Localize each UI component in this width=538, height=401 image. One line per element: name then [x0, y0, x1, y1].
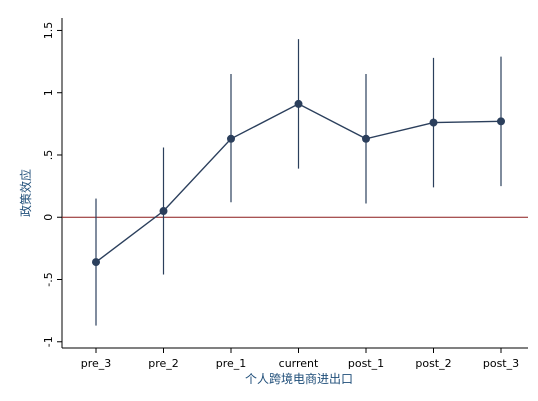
y-tick-label: 1.5: [42, 22, 55, 39]
y-tick-label: -.5: [42, 272, 55, 286]
data-point: [429, 118, 438, 127]
x-tick-label: post_2: [415, 357, 451, 370]
data-point: [362, 134, 370, 143]
y-tick-label: 0: [42, 214, 55, 221]
axes: -1 -.5 0 .5 1 1.5 pre_3 pre_2 pre_1 current post_1…: [42, 18, 528, 370]
y-axis-title: 政策效应: [18, 169, 33, 217]
y-tick-label: -1: [42, 336, 55, 347]
y-tick-label: .5: [42, 150, 55, 161]
error-bars: [95, 39, 502, 326]
y-tick-label: 1: [42, 89, 55, 96]
data-point: [159, 207, 168, 216]
data-point: [92, 258, 100, 267]
series-markers: [92, 99, 505, 267]
data-point: [497, 117, 505, 126]
x-tick-label: post_3: [483, 357, 519, 370]
data-point: [227, 134, 235, 143]
x-tick-label: current: [279, 357, 319, 370]
x-tick-label: post_1: [348, 357, 384, 370]
x-tick-label: pre_1: [216, 357, 247, 370]
x-tick-label: pre_3: [81, 357, 112, 370]
x-tick-label: pre_2: [148, 357, 179, 370]
data-point: [294, 99, 303, 108]
x-axis-title: 个人跨境电商进出口: [245, 371, 353, 386]
